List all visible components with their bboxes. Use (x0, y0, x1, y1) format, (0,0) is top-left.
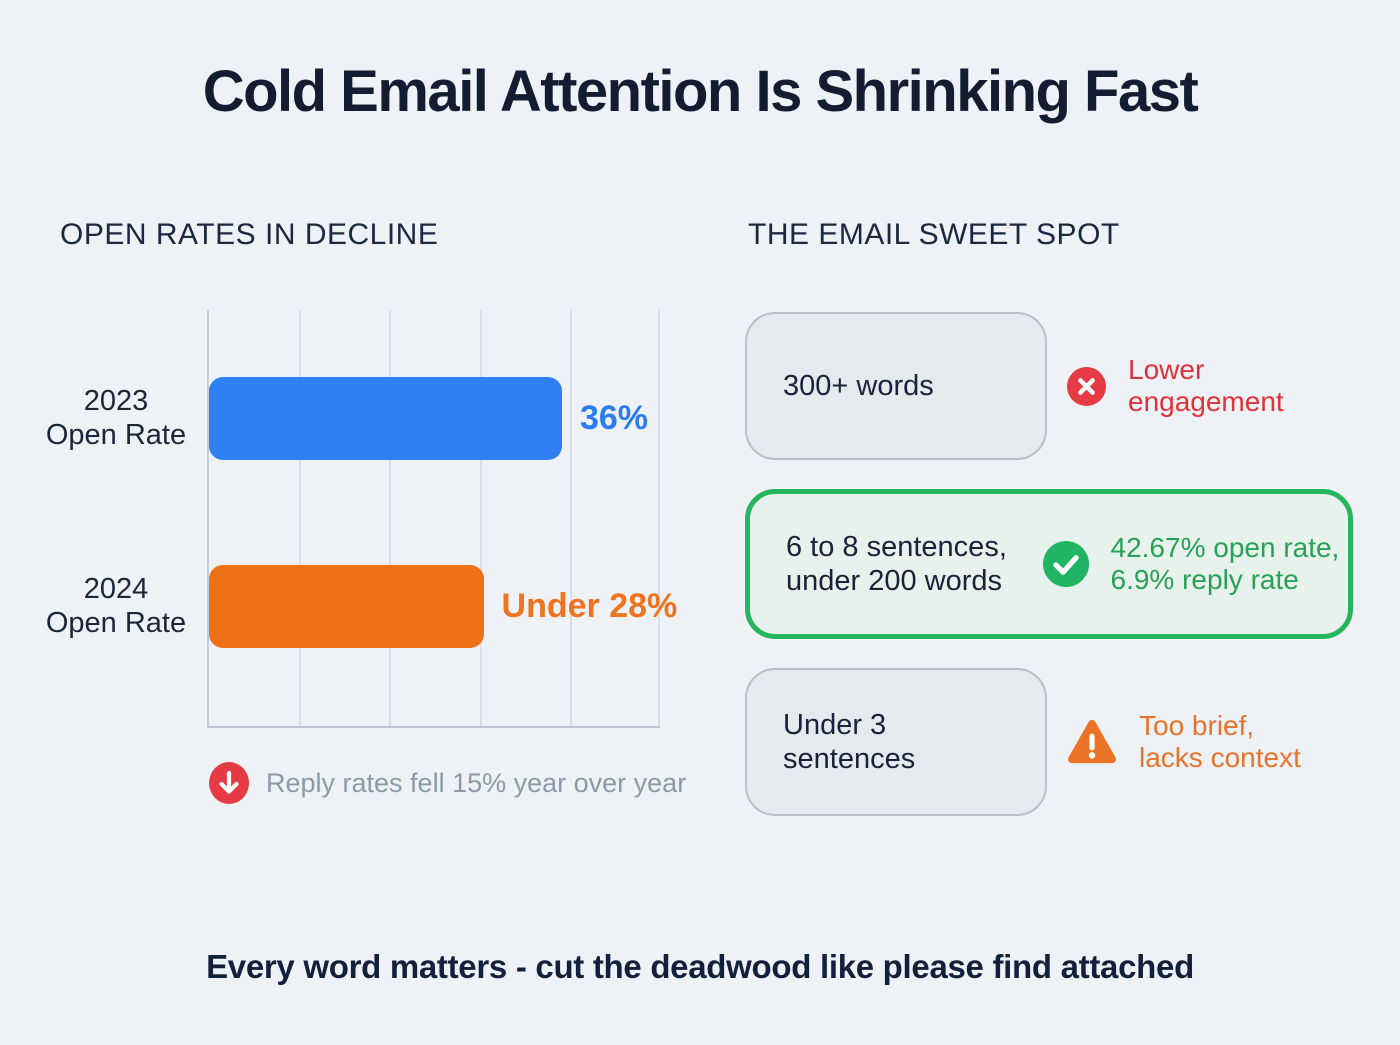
card-6-8-sentences: 6 to 8 sentences, under 200 words 42.67%… (745, 489, 1353, 639)
card-under-3-sentences: Under 3 sentences (745, 668, 1047, 816)
section-title-sweet-spot: THE EMAIL SWEET SPOT (748, 218, 1120, 251)
gridline (299, 310, 302, 726)
sweet-spot-row-under-3-sentences: Under 3 sentences Too brief, lacks conte… (745, 668, 1319, 816)
chart-annotation-text: Reply rates fell 15% year over year (266, 767, 687, 798)
category-label-2023: 2023 Open Rate (40, 384, 192, 452)
footer-takeaway: Every word matters - cut the deadwood li… (206, 948, 1194, 985)
gridline (658, 310, 660, 726)
bar-value-2023: 36% (579, 399, 649, 437)
card-300-words: 300+ words (745, 312, 1047, 460)
page-title: Cold Email Attention Is Shrinking Fast (202, 59, 1199, 124)
card-label: 6 to 8 sentences, under 200 words (786, 531, 1007, 597)
section-title-open-rates: OPEN RATES IN DECLINE (60, 218, 439, 251)
bar-chart-plot-area: 36% Under 28% (207, 310, 677, 728)
category-year: 2024 (83, 573, 149, 605)
gridline (569, 310, 572, 726)
verdict-too-brief: Too brief, lacks context (1139, 710, 1301, 773)
gridline (389, 310, 392, 726)
bar-value-2024: Under 28% (501, 587, 678, 625)
down-arrow-circle-icon (209, 762, 249, 804)
sweet-spot-row-300-words: 300+ words Lower engagement (745, 312, 1308, 460)
bar-2023-open-rate (209, 377, 562, 460)
category-year: 2023 (83, 385, 149, 417)
bar-row-2024: Under 28% (209, 565, 677, 648)
bar-row-2023: 36% (209, 377, 660, 460)
verdict-open-reply-rate: 42.67% open rate, 6.9% reply rate (1110, 532, 1340, 595)
x-circle-icon (1067, 366, 1106, 406)
chart-annotation: Reply rates fell 15% year over year (209, 762, 686, 804)
category-label-2024: 2024 Open Rate (40, 572, 192, 640)
warning-triangle-icon (1067, 719, 1117, 765)
category-metric: Open Rate (45, 419, 187, 451)
sweet-spot-row-6-8-sentences: 6 to 8 sentences, under 200 words 42.67%… (745, 489, 1353, 639)
verdict-lower-engagement: Lower engagement (1128, 354, 1284, 417)
bar-2024-open-rate (209, 565, 484, 648)
category-metric: Open Rate (45, 607, 187, 639)
gridline (479, 310, 482, 726)
card-label: 300+ words (783, 370, 934, 402)
card-label: Under 3 sentences (783, 709, 916, 775)
check-circle-icon (1042, 541, 1089, 587)
